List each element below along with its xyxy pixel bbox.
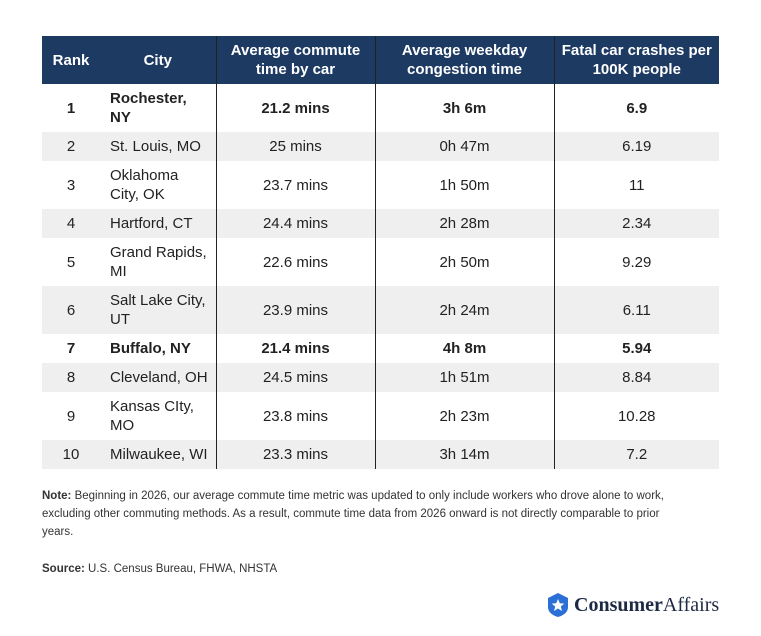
logo-icon bbox=[548, 593, 568, 617]
table-cell: 21.2 mins bbox=[215, 84, 375, 132]
table-cell: 1h 50m bbox=[374, 161, 554, 209]
table-cell: Grand Rapids, MI bbox=[110, 244, 207, 280]
table-cell: Kansas CIty, MO bbox=[110, 398, 194, 434]
table-cell: 7 bbox=[66, 340, 76, 357]
table-cell: 7.2 bbox=[553, 440, 719, 469]
table-cell: 23.8 mins bbox=[215, 392, 375, 440]
table-cell: 23.9 mins bbox=[215, 286, 375, 334]
table-cell: 5 bbox=[66, 253, 76, 271]
table-cell: 2.34 bbox=[553, 209, 719, 238]
table-cell: Cleveland, OH bbox=[110, 369, 208, 386]
table-cell: 1h 51m bbox=[374, 363, 554, 392]
table-cell: 6.11 bbox=[553, 286, 719, 334]
table-cell: 2h 24m bbox=[374, 286, 554, 334]
table-cell: 22.6 mins bbox=[215, 238, 375, 286]
table-row: 5 Grand Rapids, MI 22.6 mins 2h 50m 9.29 bbox=[42, 238, 719, 286]
table-row: 8 Cleveland, OH 24.5 mins 1h 51m 8.84 bbox=[42, 363, 719, 392]
note: Note: Beginning in 2026, our average com… bbox=[42, 487, 672, 541]
table-cell: 2h 50m bbox=[374, 238, 554, 286]
table-row: 3 Oklahoma City, OK 23.7 mins 1h 50m 11 bbox=[42, 161, 719, 209]
table-cell: 9 bbox=[66, 407, 76, 425]
logo: Consumer Affairs bbox=[545, 592, 719, 618]
logo-light: Affairs bbox=[662, 593, 720, 616]
table-cell: 8 bbox=[66, 369, 76, 386]
table-cell: 8.84 bbox=[553, 363, 719, 392]
source-label: Source: bbox=[42, 563, 85, 575]
table-cell: 3h 6m bbox=[374, 84, 554, 132]
table-row: 9 Kansas CIty, MO 23.8 mins 2h 23m 10.28 bbox=[42, 392, 719, 440]
table-cell: 3 bbox=[66, 176, 76, 194]
table-cell: Salt Lake City, UT bbox=[110, 292, 206, 328]
table-cell: 6.19 bbox=[553, 132, 719, 161]
table-cell: Hartford, CT bbox=[110, 215, 193, 232]
table-cell: Buffalo, NY bbox=[110, 340, 191, 357]
header-cell: Rank bbox=[42, 36, 100, 84]
table-cell: 3h 14m bbox=[374, 440, 554, 469]
header-row: Rank City Average commute time by car Avera… bbox=[42, 36, 719, 84]
table-row: 4 Hartford, CT 24.4 mins 2h 28m 2.34 bbox=[42, 209, 719, 238]
table-cell: 2 bbox=[66, 138, 76, 155]
table-cell: 11 bbox=[553, 161, 719, 209]
table-cell: 5.94 bbox=[553, 334, 719, 363]
table-row: 1 Rochester, NY 21.2 mins 3h 6m 6.9 bbox=[42, 84, 719, 132]
table-cell: St. Louis, MO bbox=[110, 138, 201, 155]
table-row: 7 Buffalo, NY 21.4 mins 4h 8m 5.94 bbox=[42, 334, 719, 363]
table-cell: Rochester, NY bbox=[110, 90, 187, 126]
table-cell: 24.5 mins bbox=[215, 363, 375, 392]
table-cell: 23.7 mins bbox=[215, 161, 375, 209]
table-cell: 10 bbox=[62, 446, 80, 463]
note-label: Note: bbox=[42, 490, 72, 502]
table-cell: Milwaukee, WI bbox=[110, 446, 208, 463]
header-cell: Average commute time by car bbox=[215, 36, 375, 84]
table-cell: 6.9 bbox=[553, 84, 719, 132]
ranking-table: Rank City Average commute time by car Avera… bbox=[42, 36, 719, 469]
table-cell: 10.28 bbox=[553, 392, 719, 440]
table-row: 2 St. Louis, MO 25 mins 0h 47m 6.19 bbox=[42, 132, 719, 161]
table-cell: 25 mins bbox=[215, 132, 375, 161]
table-cell: 1 bbox=[66, 99, 76, 117]
table-cell: 4 bbox=[66, 215, 76, 232]
table-cell: 24.4 mins bbox=[215, 209, 375, 238]
note-text: Beginning in 2026, our average commute t… bbox=[42, 490, 664, 538]
source: Source: U.S. Census Bureau, FHWA, NHSTA bbox=[42, 563, 277, 575]
table-body: 1 Rochester, NY 21.2 mins 3h 6m 6.9 2 St. Loui… bbox=[42, 84, 719, 469]
header-cell: City bbox=[100, 36, 216, 84]
header-cell: Average weekday congestion time bbox=[374, 36, 554, 84]
table-cell: 0h 47m bbox=[374, 132, 554, 161]
table-cell: 6 bbox=[66, 301, 76, 319]
table-row: 10 Milwaukee, WI 23.3 mins 3h 14m 7.2 bbox=[42, 440, 719, 469]
source-text: U.S. Census Bureau, FHWA, NHSTA bbox=[88, 563, 278, 575]
logo-bold: Consumer bbox=[574, 593, 663, 616]
table-cell: 9.29 bbox=[553, 238, 719, 286]
table-cell: 2h 28m bbox=[374, 209, 554, 238]
table-cell: 21.4 mins bbox=[215, 334, 375, 363]
table-cell: Oklahoma City, OK bbox=[110, 167, 179, 203]
table-cell: 23.3 mins bbox=[215, 440, 375, 469]
table-row: 6 Salt Lake City, UT 23.9 mins 2h 24m 6.11 bbox=[42, 286, 719, 334]
header-cell: Fatal car crashes per 100K people bbox=[553, 36, 719, 84]
table-cell: 2h 23m bbox=[374, 392, 554, 440]
table-cell: 4h 8m bbox=[374, 334, 554, 363]
